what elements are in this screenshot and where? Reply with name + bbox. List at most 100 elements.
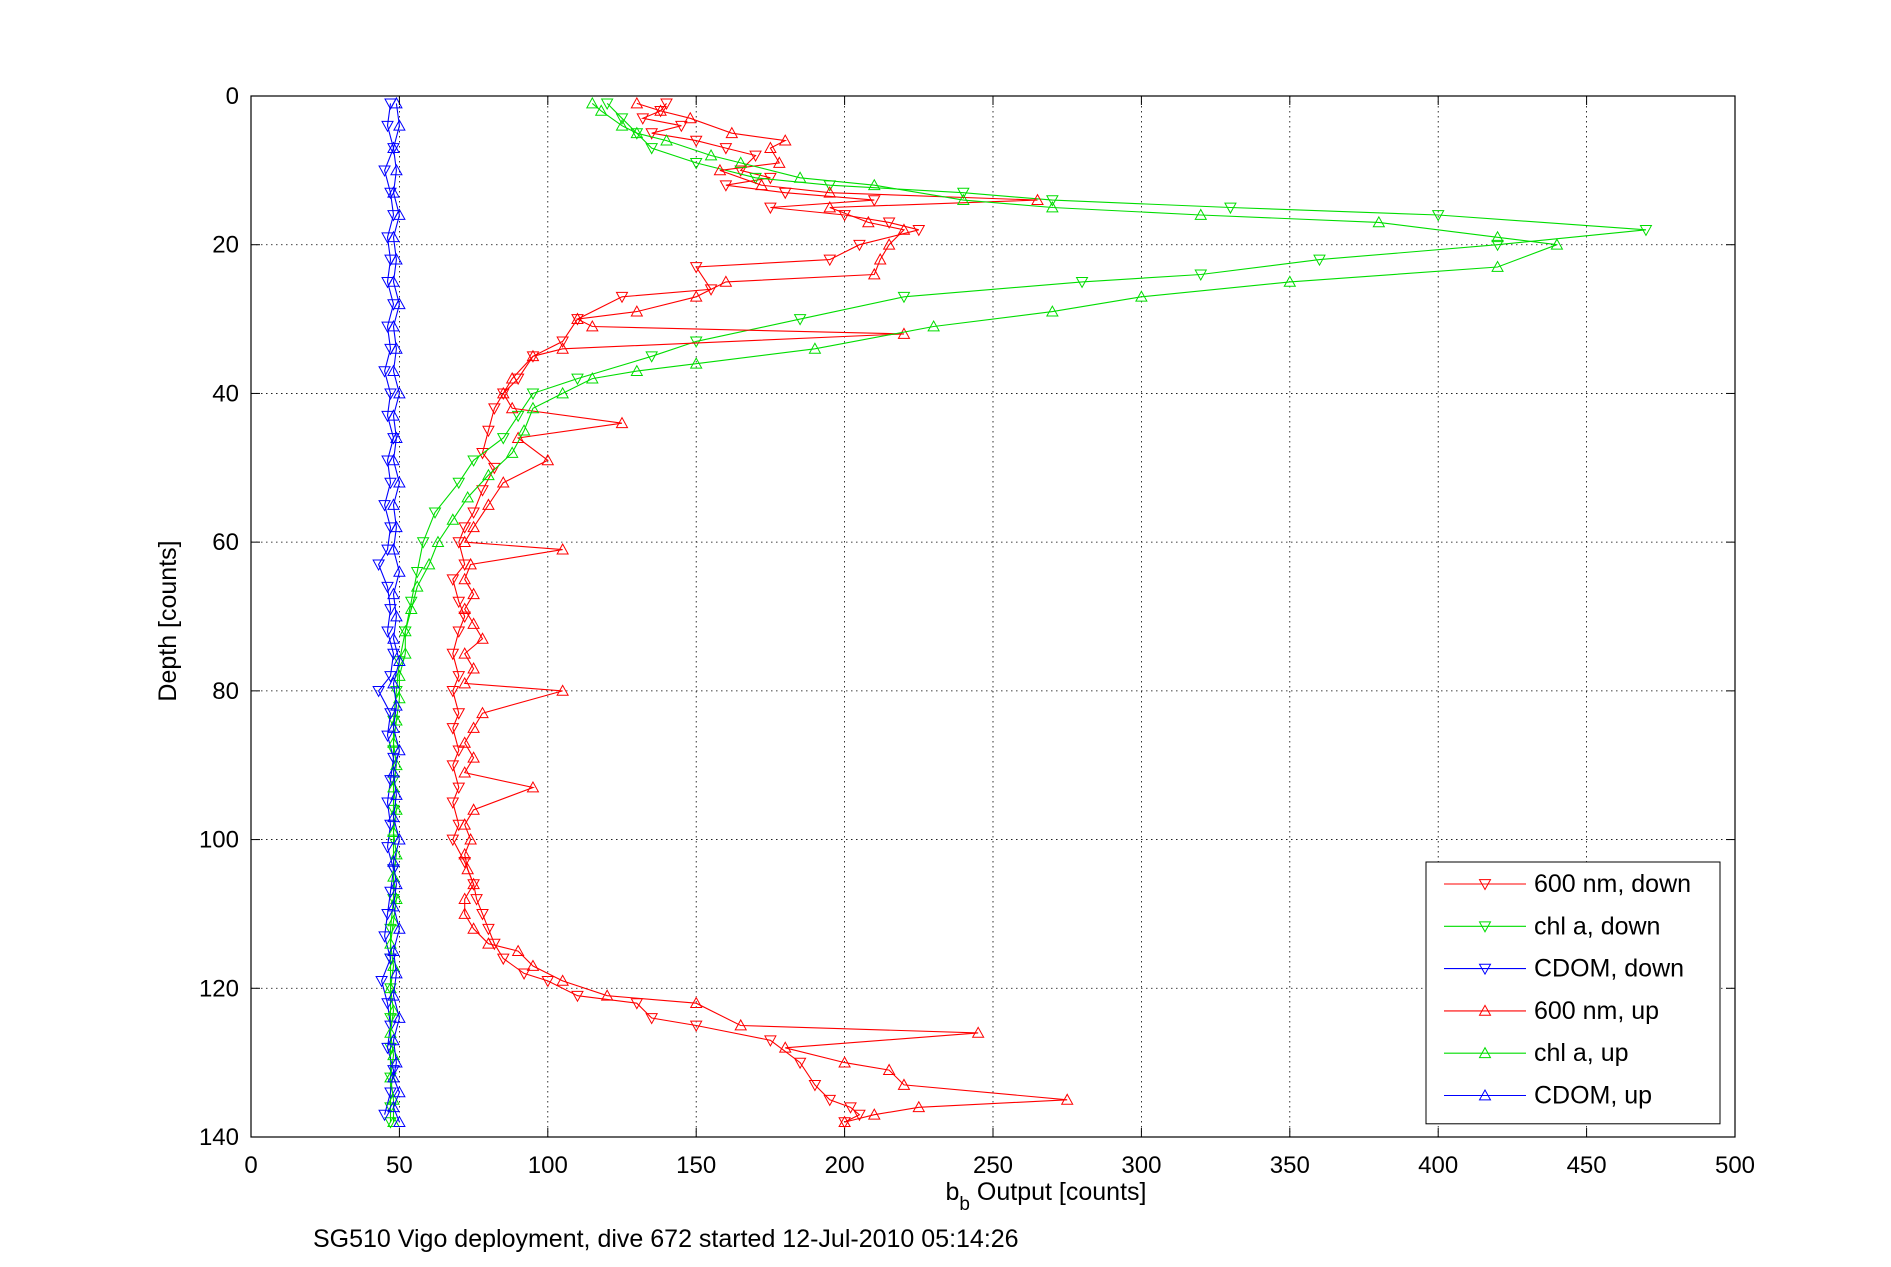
data-point <box>387 1004 400 1016</box>
series-line <box>463 102 1068 1123</box>
y-axis-label: Depth [counts] <box>154 540 182 701</box>
y-tick-label: 100 <box>199 827 239 854</box>
data-point <box>600 989 614 1001</box>
y-tick-label: 80 <box>212 678 239 705</box>
data-point <box>393 922 406 934</box>
data-point <box>384 477 397 490</box>
data-point <box>393 208 406 220</box>
data-point <box>378 366 391 378</box>
data-point <box>725 126 739 139</box>
data-point <box>387 648 400 661</box>
data-point <box>556 386 569 399</box>
data-point <box>384 671 397 683</box>
data-point <box>764 1035 777 1047</box>
data-point <box>630 998 644 1010</box>
legend-label: 600 nm, up <box>1534 997 1659 1025</box>
data-point <box>704 284 718 296</box>
legend-label: CDOM, up <box>1534 1082 1652 1110</box>
y-tick-label: 0 <box>226 83 239 110</box>
data-point <box>793 1057 807 1070</box>
data-point <box>505 401 519 414</box>
data-point <box>511 944 525 957</box>
data-point <box>446 797 460 809</box>
data-point <box>853 239 866 252</box>
data-point <box>390 714 403 726</box>
data-point <box>571 314 584 326</box>
data-point <box>458 907 472 919</box>
data-point <box>772 156 786 168</box>
plot-series <box>372 96 1653 1129</box>
data-point <box>615 291 629 304</box>
data-point <box>526 351 540 363</box>
x-tick-label: 0 <box>244 1152 257 1179</box>
data-point <box>867 195 881 207</box>
data-point <box>1491 260 1504 272</box>
data-point <box>384 775 397 787</box>
data-point <box>467 803 480 815</box>
data-point <box>381 120 394 133</box>
data-point <box>882 1063 896 1075</box>
data-point <box>585 96 599 109</box>
data-point <box>636 113 650 125</box>
data-point <box>393 1085 406 1098</box>
data-point <box>458 818 472 830</box>
data-point <box>398 624 412 637</box>
data-point <box>458 736 472 748</box>
data-point <box>452 596 466 609</box>
data-point <box>764 202 777 215</box>
data-point <box>630 305 644 317</box>
data-point <box>387 1048 400 1061</box>
data-point <box>387 275 400 287</box>
data-point <box>387 989 400 1001</box>
data-point <box>526 349 540 362</box>
data-point <box>393 297 406 310</box>
data-point <box>853 1109 866 1122</box>
series-3 <box>458 96 1074 1128</box>
data-point <box>488 403 501 415</box>
data-point <box>600 98 614 110</box>
data-point <box>467 662 480 674</box>
legend-entry: chl a, up <box>1444 1039 1629 1067</box>
data-point <box>476 706 489 719</box>
data-point <box>461 490 475 503</box>
data-point <box>387 914 400 927</box>
data-point <box>372 685 385 698</box>
data-point <box>384 819 397 832</box>
data-point <box>615 119 629 131</box>
data-point <box>571 990 584 1003</box>
data-point <box>375 975 388 988</box>
data-point <box>496 433 510 445</box>
legend-marker <box>1478 921 1492 933</box>
data-point <box>458 647 472 659</box>
data-point <box>689 262 703 274</box>
data-point <box>378 1109 391 1122</box>
data-point <box>467 617 480 629</box>
data-point <box>387 143 400 155</box>
data-point <box>387 186 400 198</box>
data-point <box>387 141 400 153</box>
legend-entry: CDOM, up <box>1444 1082 1652 1110</box>
data-point <box>1194 208 1208 220</box>
data-point <box>517 424 531 436</box>
data-point <box>390 1056 403 1068</box>
data-point <box>467 922 480 934</box>
legend-entry: chl a, down <box>1444 912 1660 940</box>
data-point <box>387 959 400 971</box>
data-point <box>897 223 911 235</box>
data-point <box>390 803 403 815</box>
data-point <box>390 966 403 979</box>
data-point <box>387 721 400 733</box>
data-point <box>660 134 673 146</box>
data-point <box>387 825 400 838</box>
y-tick-label: 140 <box>199 1124 239 1151</box>
data-point <box>428 507 442 519</box>
x-tick-label: 300 <box>1121 1152 1161 1179</box>
data-point <box>387 810 400 823</box>
data-point <box>390 431 403 443</box>
data-point <box>556 684 569 696</box>
data-point <box>496 386 510 399</box>
data-point <box>467 751 480 763</box>
data-point <box>390 163 403 176</box>
data-point <box>571 373 584 386</box>
data-point <box>378 165 391 177</box>
